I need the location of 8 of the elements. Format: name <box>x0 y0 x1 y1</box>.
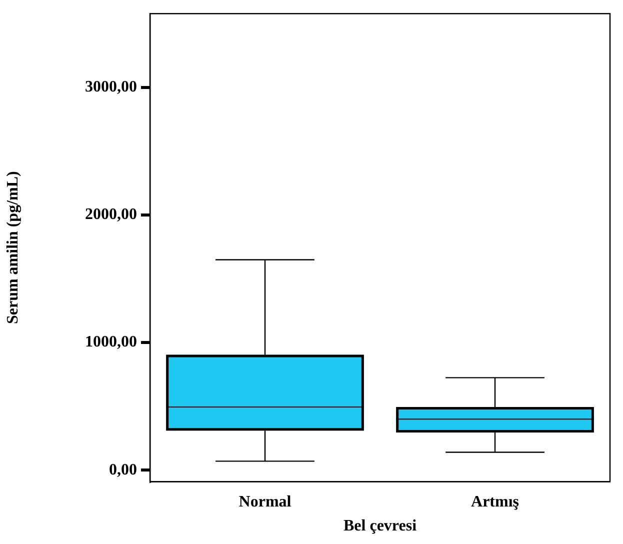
y-tick-label: 2000,00 <box>85 206 137 224</box>
y-tick-label: 3000,00 <box>85 78 137 96</box>
y-tick-label: 1000,00 <box>85 334 137 351</box>
y-axis-title: Serum amilin (pg/mL) <box>4 171 22 324</box>
x-tick-label: Normal <box>238 493 292 510</box>
x-axis-title: Bel çevresi <box>343 518 418 535</box>
x-tick-label: Artmış <box>471 493 519 510</box>
y-tick-label: 0,00 <box>109 461 137 478</box>
